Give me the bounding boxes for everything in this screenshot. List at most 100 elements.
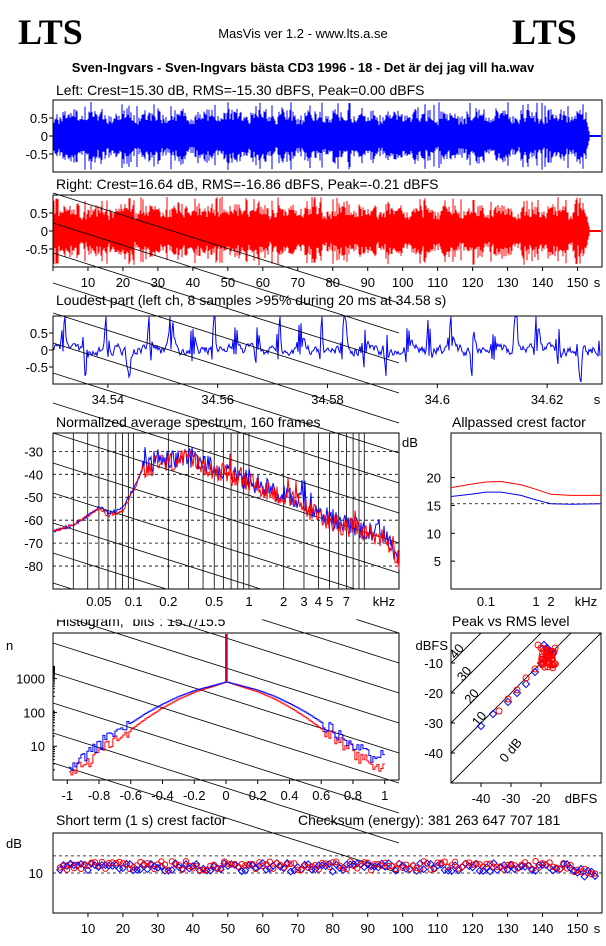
short-term-xtick: 20: [116, 921, 130, 936]
short-term-point-right: [81, 861, 88, 868]
short-term-point-right: [416, 865, 424, 873]
short-term-point-right: [270, 865, 277, 872]
spectrum-ytick: -70: [24, 536, 43, 551]
short-term-point-left: [143, 865, 152, 874]
spectrum-xtick: 0.5: [205, 594, 223, 609]
short-term-point-right: [315, 866, 322, 873]
pvr-cluster-point: [548, 648, 556, 656]
allpass-ytick: 15: [427, 498, 441, 513]
short-term-point-left: [262, 865, 271, 874]
waveform-right-ytick: 0.5: [30, 206, 48, 221]
spectrum-slope: [52, 222, 400, 334]
spectrum-slope: [52, 672, 400, 784]
short-term-point-left: [419, 865, 428, 874]
loudest-frame: [52, 315, 603, 385]
short-term-point-right: [249, 860, 256, 868]
short-term-point-left: [84, 866, 92, 875]
short-term-point-right: [574, 866, 581, 874]
histogram-xtick: 0.4: [280, 788, 298, 803]
short-term-point-right: [507, 860, 515, 868]
short-term-point-left: [437, 860, 446, 869]
short-term-point-left: [591, 872, 599, 881]
short-term-point-left: [181, 860, 190, 869]
allpass-xtick: 0.1: [477, 594, 495, 609]
short-term-point-right: [91, 859, 99, 866]
short-term-point-right: [500, 866, 508, 873]
short-term-xtick: 80: [326, 921, 340, 936]
spectrum-slope: [52, 372, 400, 484]
short-term-point-right: [210, 861, 218, 868]
short-term-point-right: [556, 865, 564, 873]
pvr-ytick: -30: [424, 716, 443, 731]
time-axis-label: 110: [427, 275, 448, 290]
spectrum-slope: [52, 462, 400, 574]
spectrum-xtick: 7: [343, 594, 350, 609]
short-term-point-right: [60, 862, 67, 870]
short-term-point-right: [441, 858, 448, 865]
pvr-xtick: -30: [502, 791, 521, 806]
short-term-point-right: [116, 858, 123, 866]
spectrum-xtick: 1: [245, 594, 252, 609]
time-axis-label: 140: [532, 275, 554, 290]
short-term-point-right: [175, 861, 183, 869]
short-term-point-right: [486, 860, 494, 867]
pvr-point-right: [531, 665, 539, 673]
histogram-xtick: 0.2: [249, 788, 267, 803]
time-axis-label: 40: [186, 275, 200, 290]
short-term-point-right: [273, 859, 280, 867]
pvr-xtick: -40: [472, 791, 491, 806]
short-term-point-right: [490, 863, 497, 871]
short-term-xtick: 100: [392, 921, 414, 936]
short-term-point-left: [167, 866, 176, 875]
pvr-point-left: [521, 679, 531, 689]
time-axis-label: 150: [567, 275, 589, 290]
short-term-point-right: [343, 865, 350, 873]
loudest-xtick: 34.58: [311, 392, 344, 407]
short-term-point-right: [242, 862, 249, 869]
short-term-point-left: [433, 861, 442, 870]
short-term-point-right: [354, 865, 361, 872]
histogram-ytick: 10: [31, 739, 45, 754]
short-term-point-right: [259, 862, 267, 870]
pvr-crest-label: 30: [454, 663, 475, 684]
loudest-xunit: s: [594, 392, 601, 407]
spectrum-mask-left: [0, 431, 53, 591]
short-term-point-left: [521, 862, 530, 871]
short-term-xtick: 120: [462, 921, 484, 936]
short-term-point-left: [339, 866, 348, 874]
short-term-point-right: [284, 861, 291, 868]
short-term-point-right: [413, 864, 420, 872]
short-term-point-right: [385, 862, 392, 870]
pvr-point-left: [512, 688, 522, 698]
loudest-xtick: 34.62: [531, 392, 564, 407]
short-term-point-right: [266, 858, 274, 865]
short-term-point-left: [223, 862, 232, 870]
short-term-point-right: [238, 860, 246, 868]
short-term-point-right: [532, 857, 539, 865]
loudest-part-title: Loudest part (left ch, 8 samples >95% du…: [56, 292, 447, 308]
loudest-ytick: 0.5: [30, 326, 48, 341]
waveform-left-ytick: -0.5: [26, 147, 48, 162]
pvr-cluster-point: [548, 661, 556, 669]
short-term-ytick: 10: [29, 866, 43, 881]
pvr-point-left: [503, 697, 513, 707]
short-term-point-left: [206, 866, 215, 875]
short-term-point-right: [322, 860, 329, 867]
short-term-point-left: [171, 859, 180, 868]
histogram-xtick: 0.6: [312, 788, 330, 803]
short-term-point-right: [77, 865, 85, 872]
short-term-point-left: [258, 859, 267, 867]
time-axis-label: 50: [221, 275, 235, 290]
short-term-point-right: [455, 865, 462, 872]
short-term-point-left: [486, 867, 495, 876]
short-term-point-right: [161, 861, 169, 868]
short-term-point-right: [504, 861, 511, 869]
short-term-xtick: 30: [151, 921, 165, 936]
pvr-cluster-point: [549, 664, 557, 672]
spectrum-slope: [52, 282, 400, 394]
short-term-point-left: [286, 867, 295, 876]
pvr-xlabel: dBFS: [565, 791, 598, 806]
pvr-crest-label: 10: [469, 708, 490, 729]
spectrum-slope: [52, 432, 400, 544]
